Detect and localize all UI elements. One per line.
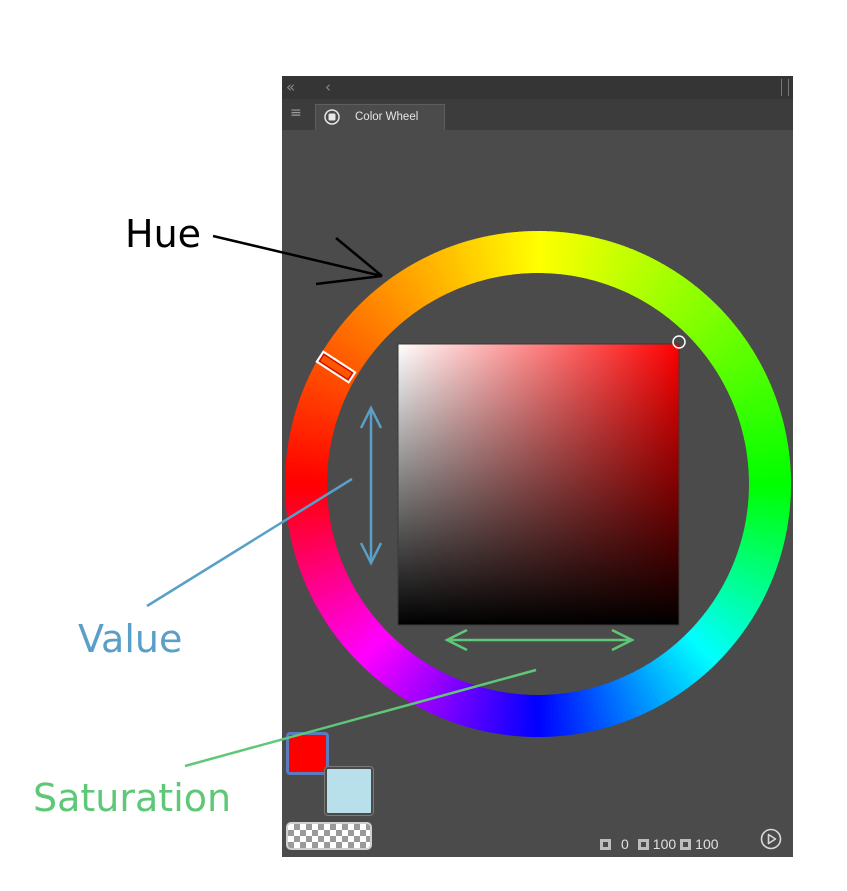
value-annotation-label: Value — [78, 617, 183, 661]
saturation-annotation-label: Saturation — [33, 776, 232, 820]
saturation-icon — [637, 838, 649, 850]
hamburger-menu-icon[interactable]: ≡ — [290, 105, 302, 121]
foreground-color-swatch[interactable] — [286, 732, 329, 775]
double-chevron-left-icon[interactable]: « — [286, 78, 296, 96]
color-wheel-icon — [324, 109, 340, 125]
hue-annotation-label: Hue — [125, 212, 202, 256]
hue-handle[interactable] — [315, 350, 357, 384]
transparency-swatch[interactable] — [286, 822, 372, 850]
hue-value: 0 — [621, 836, 629, 852]
tab-label: Color Wheel — [355, 111, 419, 123]
sv-cursor[interactable] — [672, 335, 686, 349]
value-value: 100 — [695, 836, 719, 852]
color-wheel-panel: « ‹ ≡ Color Wheel — [282, 76, 793, 857]
saturation-value: 100 — [652, 836, 677, 852]
background-color-swatch[interactable] — [324, 766, 374, 816]
panel-grip-handle[interactable] — [781, 79, 789, 96]
saturation-value-square[interactable] — [397, 343, 680, 626]
play-icon[interactable] — [760, 828, 782, 850]
tab-bar: ≡ Color Wheel — [282, 99, 793, 130]
hsv-readout: 0 100 100 — [600, 836, 719, 852]
docker-title-strip: « ‹ — [282, 76, 793, 99]
tab-color-wheel[interactable]: Color Wheel — [315, 104, 445, 130]
chevron-left-icon[interactable]: ‹ — [325, 78, 331, 96]
color-wheel — [285, 230, 791, 737]
save-icon — [600, 838, 611, 850]
value-icon — [680, 838, 692, 850]
